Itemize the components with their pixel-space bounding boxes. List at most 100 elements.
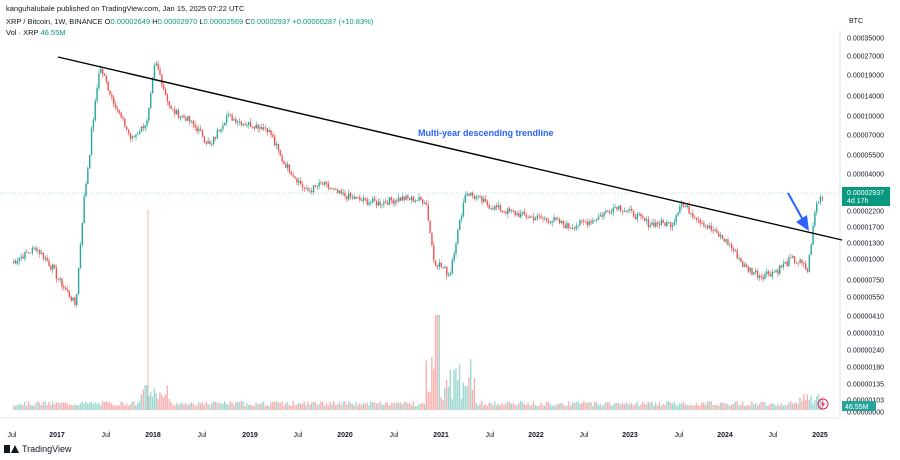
volume-bar xyxy=(285,403,287,410)
candle-body xyxy=(457,229,459,244)
volume-bar xyxy=(112,405,115,410)
flash-icon[interactable] xyxy=(817,398,829,410)
candle-body xyxy=(612,207,614,213)
candle-body xyxy=(385,201,387,203)
volume-bar xyxy=(786,404,788,410)
candle-body xyxy=(401,196,404,201)
candle-body xyxy=(470,192,472,196)
volume-bar xyxy=(760,401,762,410)
volume-bar xyxy=(529,405,531,410)
candle-body xyxy=(701,223,703,224)
price-tick-label: 0.00007000 xyxy=(847,133,884,140)
volume-bar xyxy=(431,356,433,410)
candle-body xyxy=(797,262,799,264)
volume-bar xyxy=(59,403,61,410)
volume-bar xyxy=(14,405,17,410)
volume-bar xyxy=(33,405,35,410)
volume-bar xyxy=(225,404,228,410)
candle-body xyxy=(501,210,503,212)
candle-body xyxy=(142,126,145,129)
volume-bar xyxy=(249,404,252,410)
volume-bar xyxy=(815,396,818,410)
volume-bar xyxy=(155,392,157,410)
candle-body xyxy=(66,289,69,292)
candle-body xyxy=(671,225,674,228)
candle-body xyxy=(490,208,492,210)
candle-body xyxy=(166,94,169,102)
volume-bar xyxy=(601,405,603,410)
candles xyxy=(13,60,823,308)
volume-bar xyxy=(658,401,661,410)
volume-bar xyxy=(129,404,131,410)
volume-bar xyxy=(697,405,699,410)
candle-body xyxy=(381,204,383,206)
volume-bar xyxy=(410,405,413,410)
time-tick-label: Jul xyxy=(675,432,684,439)
time-tick-label: Jul xyxy=(486,432,495,439)
volume-bar xyxy=(730,404,733,410)
candle-body xyxy=(100,68,102,74)
volume-bar xyxy=(636,401,638,410)
volume-bar xyxy=(246,402,248,410)
candle-body xyxy=(224,122,226,126)
candle-body xyxy=(209,141,211,145)
volume-bar xyxy=(741,401,744,410)
volume-bar xyxy=(264,405,267,410)
candle-body xyxy=(434,260,437,266)
volume-bar xyxy=(344,401,346,410)
volume-bar xyxy=(405,401,407,410)
volume-bar xyxy=(137,403,139,410)
volume-bar xyxy=(131,401,133,410)
candle-body xyxy=(573,227,576,229)
candle-body xyxy=(137,133,139,135)
candle-body xyxy=(473,195,476,199)
candle-body xyxy=(318,182,320,187)
volume-bar xyxy=(327,405,329,410)
volume-bar xyxy=(460,399,463,410)
candle-body xyxy=(690,213,692,215)
candle-body xyxy=(218,130,220,132)
candle-body xyxy=(290,172,293,175)
candle-body xyxy=(786,261,788,267)
volume-bar xyxy=(738,404,740,410)
candle-body xyxy=(446,266,448,276)
candle-body xyxy=(410,196,413,200)
volume-bar xyxy=(556,403,559,410)
volume-bar xyxy=(212,401,215,410)
volume-bar xyxy=(114,405,117,410)
price-tick-label: 0.00035000 xyxy=(847,36,884,43)
candle-body xyxy=(692,213,694,217)
volume-bar xyxy=(253,405,255,410)
volume-bar xyxy=(408,403,411,410)
candle-body xyxy=(248,122,250,125)
volume-bar xyxy=(333,401,335,410)
volume-bar xyxy=(216,402,218,410)
volume-bar xyxy=(277,402,279,410)
candle-body xyxy=(483,198,485,203)
candle-body xyxy=(348,193,350,200)
volume-bar xyxy=(470,359,472,410)
candle-body xyxy=(222,125,224,129)
candle-body xyxy=(734,250,737,252)
candle-body xyxy=(433,245,435,261)
candle-body xyxy=(623,210,626,212)
volume-bar xyxy=(331,404,333,410)
volume-bar xyxy=(623,404,625,410)
price-tick-label: 0.00000000 xyxy=(847,410,884,417)
candle-body xyxy=(48,260,50,266)
candle-body xyxy=(479,196,481,197)
candle-body xyxy=(368,202,370,205)
candle-body xyxy=(327,183,330,189)
volume-bar xyxy=(146,385,148,410)
ohlc-change: +0.00000287 (+10.83%) xyxy=(292,17,374,26)
volume-bar xyxy=(682,401,685,410)
volume-bar xyxy=(188,403,191,410)
volume-bar xyxy=(706,401,709,410)
breakout-arrow xyxy=(787,192,809,231)
volume-bar xyxy=(521,402,524,410)
volume-bar xyxy=(26,405,28,410)
price-tick-label: 0.00000750 xyxy=(847,278,884,285)
candle-body xyxy=(431,232,433,246)
candle-body xyxy=(619,205,622,211)
